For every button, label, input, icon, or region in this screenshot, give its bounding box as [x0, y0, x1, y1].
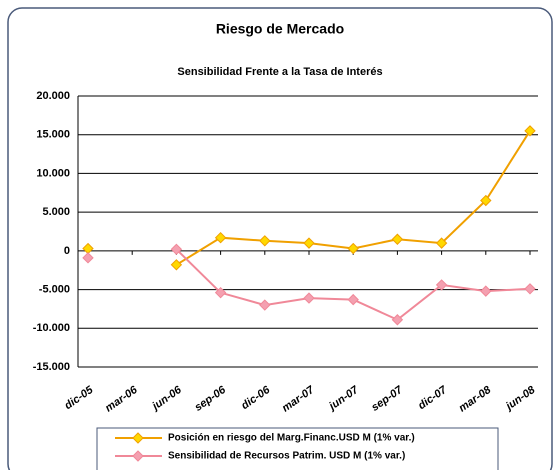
y-tick-label: -5.000 — [39, 283, 70, 295]
legend-marker — [132, 432, 144, 444]
legend-label: Sensibilidad de Recursos Patrim. USD M (… — [168, 451, 405, 462]
y-tick-label: 20.000 — [36, 90, 70, 102]
legend-box — [96, 427, 499, 470]
data-point — [259, 299, 271, 311]
data-point — [303, 292, 315, 304]
data-point — [435, 279, 448, 291]
data-point — [347, 293, 359, 306]
data-point — [524, 283, 536, 295]
chart-subtitle: Sensibilidad Frente a la Tasa de Interés — [177, 66, 382, 78]
y-tick-label: 0 — [64, 245, 70, 257]
y-tick-label: 5.000 — [42, 206, 70, 218]
y-tick-label: -10.000 — [33, 322, 70, 334]
data-point — [259, 235, 271, 247]
data-point — [303, 237, 315, 249]
data-point — [524, 125, 536, 137]
data-point — [480, 194, 492, 207]
legend-marker — [132, 450, 144, 462]
data-point — [480, 285, 492, 297]
y-tick-label: 10.000 — [36, 167, 70, 179]
data-point — [214, 286, 227, 299]
data-point — [214, 231, 227, 244]
legend-label: Posición en riesgo del Marg.Financ.USD M… — [168, 433, 415, 444]
data-point — [82, 252, 94, 264]
data-point — [170, 243, 183, 256]
data-point — [435, 237, 448, 249]
data-point — [391, 233, 404, 245]
chart-frame — [7, 7, 553, 470]
y-tick-label: 15.000 — [36, 129, 70, 141]
data-point — [347, 242, 359, 255]
data-point — [170, 259, 183, 271]
chart-title: Riesgo de Mercado — [216, 21, 344, 37]
y-tick-label: -15.000 — [33, 361, 70, 373]
data-point — [391, 314, 404, 326]
